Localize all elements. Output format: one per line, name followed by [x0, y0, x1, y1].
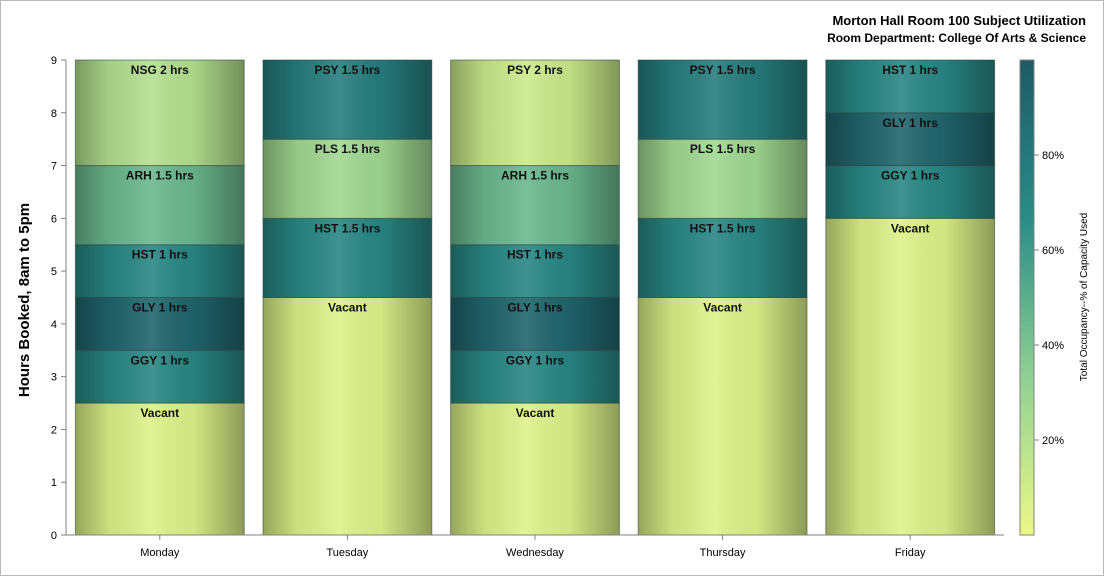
segment-shading [262, 297, 433, 536]
bar-segment: GGY 1 hrs [74, 349, 245, 404]
colorbar-tick-label: 40% [1042, 340, 1064, 352]
bar-segment: NSG 2 hrs [74, 59, 245, 167]
y-tick-label: 0 [51, 530, 57, 542]
segment-shading [825, 217, 996, 536]
segment-shading [450, 402, 620, 536]
segment-label: GLY 1 hrs [507, 301, 563, 315]
bar-segment: PSY 1.5 hrs [262, 59, 433, 140]
segment-shading [450, 244, 620, 299]
bar-segment: GLY 1 hrs [825, 112, 996, 167]
bar-segment: Vacant [450, 402, 620, 536]
segment-label: Vacant [891, 221, 930, 235]
segment-label: GGY 1 hrs [131, 353, 190, 367]
segment-shading [450, 165, 620, 246]
segment-shading [74, 59, 245, 167]
segment-label: GLY 1 hrs [883, 116, 939, 130]
segment-label: PLS 1.5 hrs [690, 142, 756, 156]
segment-label: HST 1.5 hrs [314, 221, 380, 235]
y-tick-label: 3 [51, 372, 57, 384]
colorbar-title: Total Occupancy--% of Capacity Used [1079, 213, 1090, 381]
x-tick-label: Monday [140, 547, 180, 559]
segment-shading [637, 217, 808, 298]
segment-shading [450, 297, 620, 351]
y-tick-label: 4 [51, 319, 57, 331]
segment-label: HST 1 hrs [132, 248, 188, 262]
segment-shading [262, 59, 433, 140]
segment-shading [74, 244, 245, 299]
y-tick-label: 1 [51, 477, 57, 489]
segment-label: Vacant [703, 301, 742, 315]
bar-segment: Vacant [825, 217, 996, 536]
bar-segment: PSY 1.5 hrs [637, 59, 808, 140]
segment-label: PSY 1.5 hrs [690, 63, 756, 77]
y-tick-label: 6 [51, 213, 57, 225]
y-axis-label: Hours Booked, 8am to 5pm [16, 203, 33, 397]
segment-shading [262, 217, 433, 298]
segment-label: ARH 1.5 hrs [501, 169, 569, 183]
colorbar-tick-label: 20% [1042, 435, 1064, 447]
bar-segment: Vacant [637, 297, 808, 536]
segment-label: GGY 1 hrs [881, 169, 940, 183]
bar-segment: GGY 1 hrs [825, 165, 996, 219]
segment-label: PSY 1.5 hrs [314, 63, 380, 77]
y-tick-label: 5 [51, 266, 57, 278]
bar-segment: HST 1.5 hrs [262, 217, 433, 298]
segment-label: Vacant [328, 301, 367, 315]
bar-segment: HST 1 hrs [450, 244, 620, 299]
segment-label: NSG 2 hrs [131, 63, 189, 77]
x-tick-label: Friday [895, 547, 926, 559]
segment-label: HST 1.5 hrs [690, 221, 756, 235]
x-tick-label: Tuesday [327, 547, 369, 559]
segment-shading [637, 138, 808, 219]
chart-title: Morton Hall Room 100 Subject Utilization [832, 13, 1086, 28]
segment-label: GLY 1 hrs [132, 301, 188, 315]
chart-subtitle: Room Department: College Of Arts & Scien… [827, 31, 1086, 45]
bar-segment: HST 1 hrs [825, 59, 996, 114]
bar-segment: PLS 1.5 hrs [262, 138, 433, 219]
segment-shading [74, 402, 245, 536]
x-tick-label: Thursday [700, 547, 746, 559]
bar-segment: PSY 2 hrs [450, 59, 620, 167]
segment-label: HST 1 hrs [882, 63, 938, 77]
y-tick-label: 8 [51, 108, 57, 120]
segment-shading [825, 59, 996, 114]
bar-segment: GLY 1 hrs [74, 297, 245, 351]
segment-label: PLS 1.5 hrs [315, 142, 381, 156]
bar-segment: Vacant [74, 402, 245, 536]
segment-shading [74, 349, 245, 404]
y-tick-label: 7 [51, 161, 57, 173]
segment-shading [450, 59, 620, 167]
bar-segment: HST 1 hrs [74, 244, 245, 299]
segment-label: ARH 1.5 hrs [126, 169, 194, 183]
segment-label: Vacant [140, 406, 179, 420]
bar-segment: HST 1.5 hrs [637, 217, 808, 298]
segment-label: Vacant [516, 406, 555, 420]
bar-segment: GGY 1 hrs [450, 349, 620, 404]
y-tick-label: 9 [51, 55, 57, 67]
colorbar: 20% 40% 60% 80% [1019, 59, 1064, 536]
axes-layer: 0 1 2 3 4 5 6 7 8 9 Monday Tuesday Wednesday Thursday… [51, 55, 1004, 559]
colorbar-tick-label: 80% [1042, 150, 1064, 162]
segment-shading [637, 59, 808, 140]
y-tick-label: 2 [51, 424, 57, 436]
segment-shading [262, 138, 433, 219]
segment-label: PSY 2 hrs [507, 63, 563, 77]
bar-segment: GLY 1 hrs [450, 297, 620, 351]
x-tick-label: Wednesday [506, 547, 564, 559]
segment-shading [637, 297, 808, 536]
bar-segment: PLS 1.5 hrs [637, 138, 808, 219]
bar-segment: ARH 1.5 hrs [450, 165, 620, 246]
bar-segment: Vacant [262, 297, 433, 536]
segment-shading [825, 165, 996, 219]
segment-shading [825, 112, 996, 167]
segment-label: HST 1 hrs [507, 248, 563, 262]
colorbar-ramp [1019, 59, 1035, 536]
bars-layer: Vacant GGY 1 hrs GLY 1 hrs HST 1 hrs ARH 1.5… [74, 59, 996, 536]
segment-label: GGY 1 hrs [506, 353, 565, 367]
colorbar-tick-label: 60% [1042, 245, 1064, 257]
segment-shading [450, 349, 620, 404]
bar-segment: ARH 1.5 hrs [74, 165, 245, 246]
